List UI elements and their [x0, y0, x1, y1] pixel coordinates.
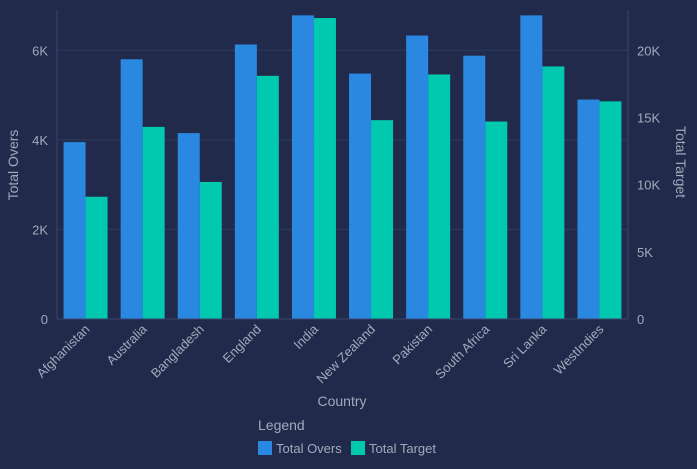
- axes: [56, 10, 629, 320]
- y-left-tick-label: 2K: [32, 222, 48, 237]
- bar-total-target[interactable]: New Zealand — Total Target: 14800: [371, 120, 394, 319]
- bar-total-overs[interactable]: Pakistan — Total Overs: 6330: [406, 35, 429, 319]
- bar-total-target[interactable]: South Africa — Total Target: 14700: [485, 121, 508, 319]
- bar-total-target[interactable]: WestIndies — Total Target: 16200: [599, 101, 622, 319]
- y-right-tick-label: 20K: [637, 43, 660, 58]
- y-left-tick-label: 6K: [32, 43, 48, 58]
- bar-total-target[interactable]: Afghanistan — Total Target: 9100: [85, 196, 108, 319]
- bar-total-overs[interactable]: India — Total Overs: 6780: [291, 15, 314, 320]
- legend-swatch-total-overs: [258, 441, 272, 455]
- x-axis-title: Country: [317, 393, 366, 409]
- x-tick-label: South Africa: [432, 321, 493, 382]
- bar-total-overs[interactable]: Sri Lanka — Total Overs: 6780: [520, 15, 543, 320]
- legend: Legend Total Overs Total Target: [258, 417, 436, 456]
- x-tick-label: Australia: [103, 321, 150, 368]
- legend-label-total-target[interactable]: Total Target: [369, 441, 436, 456]
- x-tick-label: Bangladesh: [148, 322, 207, 381]
- y-right-tick-label: 10K: [637, 178, 660, 193]
- bar-total-overs[interactable]: England — Total Overs: 6130: [234, 44, 257, 320]
- y-left-axis-title: Total Overs: [5, 130, 21, 201]
- x-tick-label: New Zealand: [313, 322, 378, 387]
- x-tick-label: India: [291, 321, 322, 352]
- bar-total-overs[interactable]: Bangladesh — Total Overs: 4150: [177, 133, 200, 319]
- y-right-tick-label: 5K: [637, 245, 653, 260]
- legend-title: Legend: [258, 417, 305, 433]
- legend-swatch-total-target: [351, 441, 365, 455]
- bar-total-overs[interactable]: WestIndies — Total Overs: 4900: [577, 99, 600, 319]
- y-right-tick-label: 0: [637, 312, 644, 327]
- bar-total-target[interactable]: Bangladesh — Total Target: 10200: [199, 181, 222, 319]
- bar-total-target[interactable]: Pakistan — Total Target: 18200: [428, 74, 451, 319]
- bar-total-target[interactable]: Australia — Total Target: 14300: [142, 126, 165, 320]
- bar-total-target[interactable]: India — Total Target: 22400: [313, 18, 336, 319]
- bars: Afghanistan — Total Overs: 3950Afghanist…: [63, 15, 622, 320]
- legend-label-total-overs[interactable]: Total Overs: [276, 441, 342, 456]
- bar-total-overs[interactable]: New Zealand — Total Overs: 5480: [349, 73, 372, 319]
- x-tick-label: England: [220, 322, 264, 366]
- y-right-tick-label: 15K: [637, 110, 660, 125]
- bar-total-overs[interactable]: South Africa — Total Overs: 5880: [463, 55, 486, 320]
- bar-total-target[interactable]: England — Total Target: 18100: [256, 75, 279, 319]
- y-left-tick-label: 0: [41, 312, 48, 327]
- x-tick-label: Afghanistan: [34, 322, 93, 381]
- bar-total-overs[interactable]: Australia — Total Overs: 5800: [120, 59, 143, 320]
- x-tick-label: WestIndies: [551, 321, 607, 377]
- x-tick-label: Sri Lanka: [500, 321, 550, 371]
- bar-total-overs[interactable]: Afghanistan — Total Overs: 3950: [63, 142, 86, 319]
- x-tick-label: Pakistan: [389, 322, 435, 368]
- y-left-tick-label: 4K: [32, 133, 48, 148]
- y-right-axis-title: Total Target: [673, 126, 689, 198]
- bar-total-target[interactable]: Sri Lanka — Total Target: 18800: [542, 66, 565, 319]
